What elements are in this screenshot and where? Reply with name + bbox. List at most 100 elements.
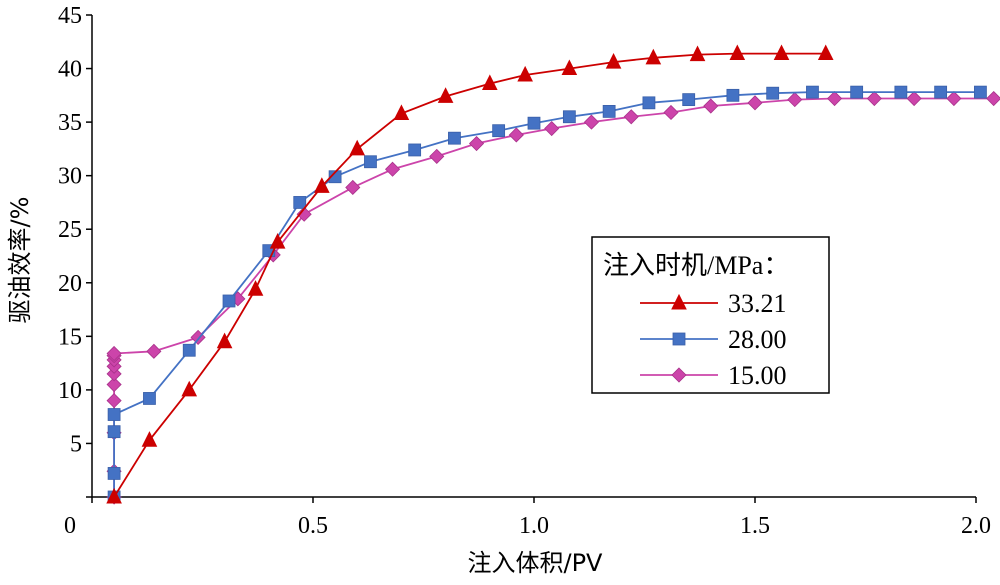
legend-label: 15.00	[728, 361, 787, 390]
legend-marker	[671, 367, 687, 383]
data-point	[623, 109, 639, 125]
x-tick-label: 2.0	[961, 513, 991, 539]
data-point	[247, 280, 264, 296]
axes: 5 10 15 20 25 30 35 40 45 0 0.5 1.0 1.5 2.0	[58, 3, 991, 539]
data-point	[946, 90, 962, 107]
x-tick-label: 1.5	[740, 513, 770, 539]
legend-entry: 15.00	[640, 361, 787, 390]
y-tick-label: 20	[58, 271, 82, 297]
data-point	[437, 87, 454, 103]
data-point	[689, 45, 706, 62]
data-point	[561, 59, 578, 76]
y-tick-label: 25	[58, 217, 82, 243]
data-point	[106, 487, 122, 504]
y-tick-label: 45	[58, 3, 82, 29]
y-tick-label: 40	[58, 57, 82, 83]
y-tick-label: 30	[58, 164, 82, 190]
data-point	[429, 148, 445, 164]
series-line	[113, 91, 981, 497]
data-point	[143, 392, 156, 405]
data-point	[328, 170, 342, 184]
data-point	[817, 44, 834, 61]
data-point	[492, 124, 506, 138]
data-point	[974, 85, 987, 99]
data-point	[293, 196, 307, 209]
y-tick-label: 5	[70, 431, 82, 457]
x-axis-title: 注入体积/PV	[468, 549, 604, 577]
series-layer	[106, 44, 1000, 505]
data-point	[146, 343, 162, 359]
legend: 注入时机/MPa： 33.21 28.00 15.00	[591, 236, 830, 394]
data-point	[527, 116, 541, 130]
data-point	[364, 155, 377, 169]
y-tick-label: 15	[58, 324, 82, 350]
x-tick-label: 0	[64, 513, 76, 539]
legend-entry: 28.00	[640, 325, 787, 354]
data-point	[349, 139, 366, 156]
data-point	[544, 120, 560, 137]
data-point	[468, 135, 485, 152]
data-point	[182, 343, 196, 357]
series-line	[113, 97, 994, 497]
data-point	[866, 90, 882, 107]
data-point	[642, 96, 656, 110]
data-point	[141, 431, 158, 447]
data-point	[602, 105, 616, 118]
data-point	[773, 44, 790, 61]
data-point	[408, 143, 422, 157]
data-point	[663, 104, 679, 121]
y-tick-label: 10	[58, 378, 82, 404]
data-point	[107, 467, 121, 480]
data-point	[107, 408, 121, 421]
legend-entries: 33.21 28.00 15.00	[640, 289, 787, 390]
data-point	[269, 232, 286, 249]
data-point	[222, 294, 236, 308]
data-point	[448, 131, 461, 145]
legend-label: 28.00	[728, 325, 787, 354]
data-point	[216, 332, 233, 349]
data-point	[384, 161, 401, 177]
data-point	[850, 85, 864, 99]
data-point	[314, 177, 330, 193]
data-point	[106, 376, 122, 393]
data-point	[934, 85, 948, 99]
data-point	[517, 65, 533, 82]
data-point	[508, 127, 524, 143]
data-point	[583, 114, 600, 130]
data-point	[393, 104, 410, 121]
legend-entry: 33.21	[640, 289, 787, 318]
series-33.21	[106, 44, 834, 504]
data-point	[726, 88, 740, 102]
x-tick-label: 1.0	[519, 513, 549, 539]
data-point	[894, 85, 908, 99]
data-point	[747, 95, 763, 111]
legend-title: 注入时机/MPa：	[603, 251, 789, 280]
data-point	[562, 110, 576, 124]
data-point	[787, 92, 803, 108]
legend-box	[591, 236, 830, 394]
data-point	[107, 425, 121, 439]
series-15.00	[106, 90, 1000, 505]
x-tick-label: 0.5	[298, 513, 328, 539]
data-point	[906, 90, 922, 107]
data-point	[766, 86, 780, 100]
data-point	[481, 74, 498, 91]
data-point	[986, 90, 1000, 107]
data-point	[296, 206, 312, 222]
data-point	[703, 98, 719, 114]
data-point	[106, 345, 122, 362]
data-point	[806, 85, 819, 99]
data-point	[605, 53, 622, 69]
data-point	[729, 44, 746, 61]
data-point	[181, 380, 198, 397]
legend-marker	[672, 332, 686, 346]
legend-label: 33.21	[728, 289, 787, 318]
data-point	[345, 179, 361, 196]
legend-marker	[671, 293, 687, 310]
y-axis-title: 驱油效率/%	[6, 197, 34, 324]
data-point	[645, 48, 662, 65]
data-point	[682, 93, 696, 107]
y-tick-label: 35	[58, 110, 82, 136]
data-point	[826, 90, 843, 107]
